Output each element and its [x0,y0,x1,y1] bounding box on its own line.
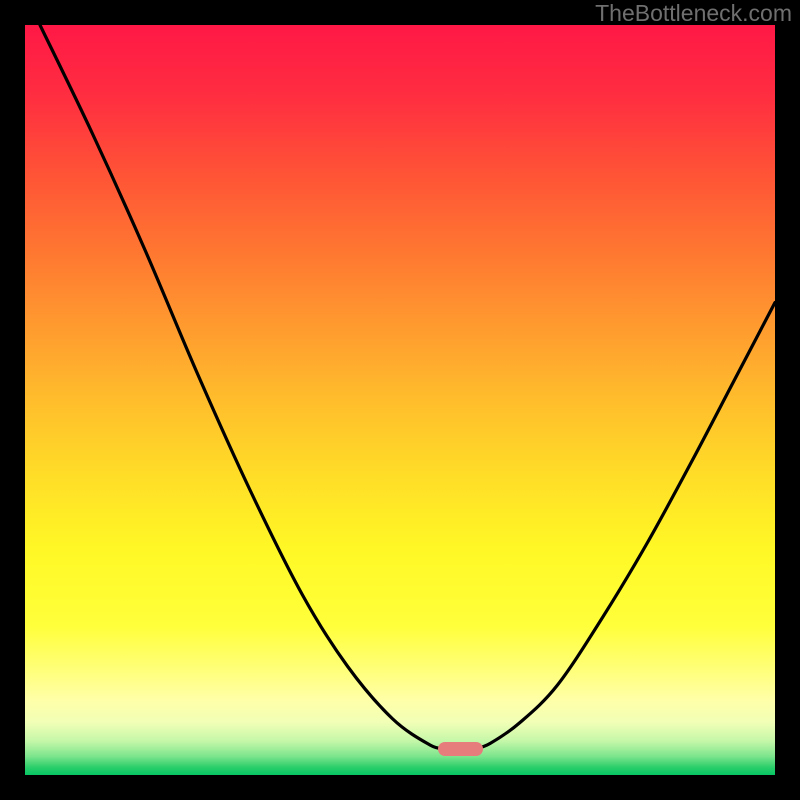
chart-frame: TheBottleneck.com [0,0,800,800]
bottleneck-curve [25,25,775,775]
optimal-marker [438,742,483,756]
curve-left-branch [40,25,445,749]
curve-right-branch [475,303,775,749]
watermark-text: TheBottleneck.com [595,0,792,27]
plot-area [25,25,775,775]
